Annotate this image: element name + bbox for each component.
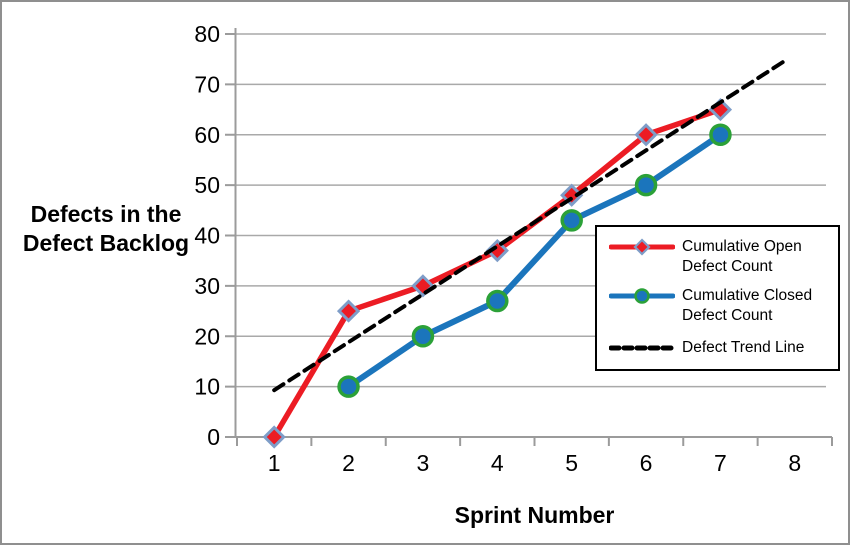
series-line	[345, 131, 724, 390]
y-axis-title: Defects in the Defect Backlog	[22, 201, 190, 256]
circle-marker	[486, 289, 509, 313]
x-tick-label: 6	[640, 450, 653, 476]
legend-label-open: Cumulative Open Defect Count	[682, 238, 802, 275]
x-tick-label: 5	[565, 450, 578, 476]
y-tick-label: 20	[194, 323, 220, 349]
y-tick-label: 10	[194, 374, 220, 400]
x-axis-title: Sprint Number	[454, 502, 615, 528]
legend-entry-open: Cumulative Open Defect Count	[609, 237, 832, 277]
diamond-marker	[411, 274, 435, 298]
y-tick-label: 60	[194, 122, 220, 148]
circle-marker	[337, 375, 360, 398]
x-tick-label: 2	[342, 450, 355, 476]
circle-marker	[709, 123, 732, 146]
diamond-marker	[634, 123, 658, 147]
legend: Cumulative Open Defect Count Cumulative …	[595, 225, 840, 371]
circle-marker	[634, 173, 658, 197]
x-tick-label: 1	[268, 450, 281, 476]
trend-line-sample-icon	[609, 345, 675, 351]
legend-entry-trend: Defect Trend Line	[609, 338, 832, 358]
x-tick-label: 8	[788, 450, 801, 476]
x-tick-label: 7	[714, 450, 727, 476]
y-tick-label: 70	[194, 71, 220, 97]
y-tick-label: 0	[207, 424, 220, 450]
y-tick-label: 80	[194, 21, 220, 47]
legend-label-trend: Defect Trend Line	[682, 339, 805, 356]
diamond-marker	[262, 425, 286, 449]
legend-entry-closed: Cumulative Closed Defect Count	[609, 286, 832, 326]
y-tick-label: 50	[194, 172, 220, 198]
x-tick-label: 3	[417, 450, 430, 476]
circle-marker	[560, 209, 583, 232]
legend-circle-marker	[634, 288, 650, 304]
series-line	[272, 57, 790, 393]
x-tick-label: 4	[491, 450, 504, 476]
circle-marker	[411, 325, 435, 348]
y-tick-label: 40	[194, 223, 220, 249]
legend-label-closed: Cumulative Closed Defect Count	[682, 287, 813, 324]
diamond-marker	[485, 238, 509, 263]
y-tick-label: 30	[194, 273, 220, 299]
open-series-sample-icon	[609, 238, 675, 256]
legend-diamond-marker	[633, 238, 651, 256]
closed-series-sample-icon	[609, 288, 675, 304]
diamond-marker	[336, 299, 361, 323]
